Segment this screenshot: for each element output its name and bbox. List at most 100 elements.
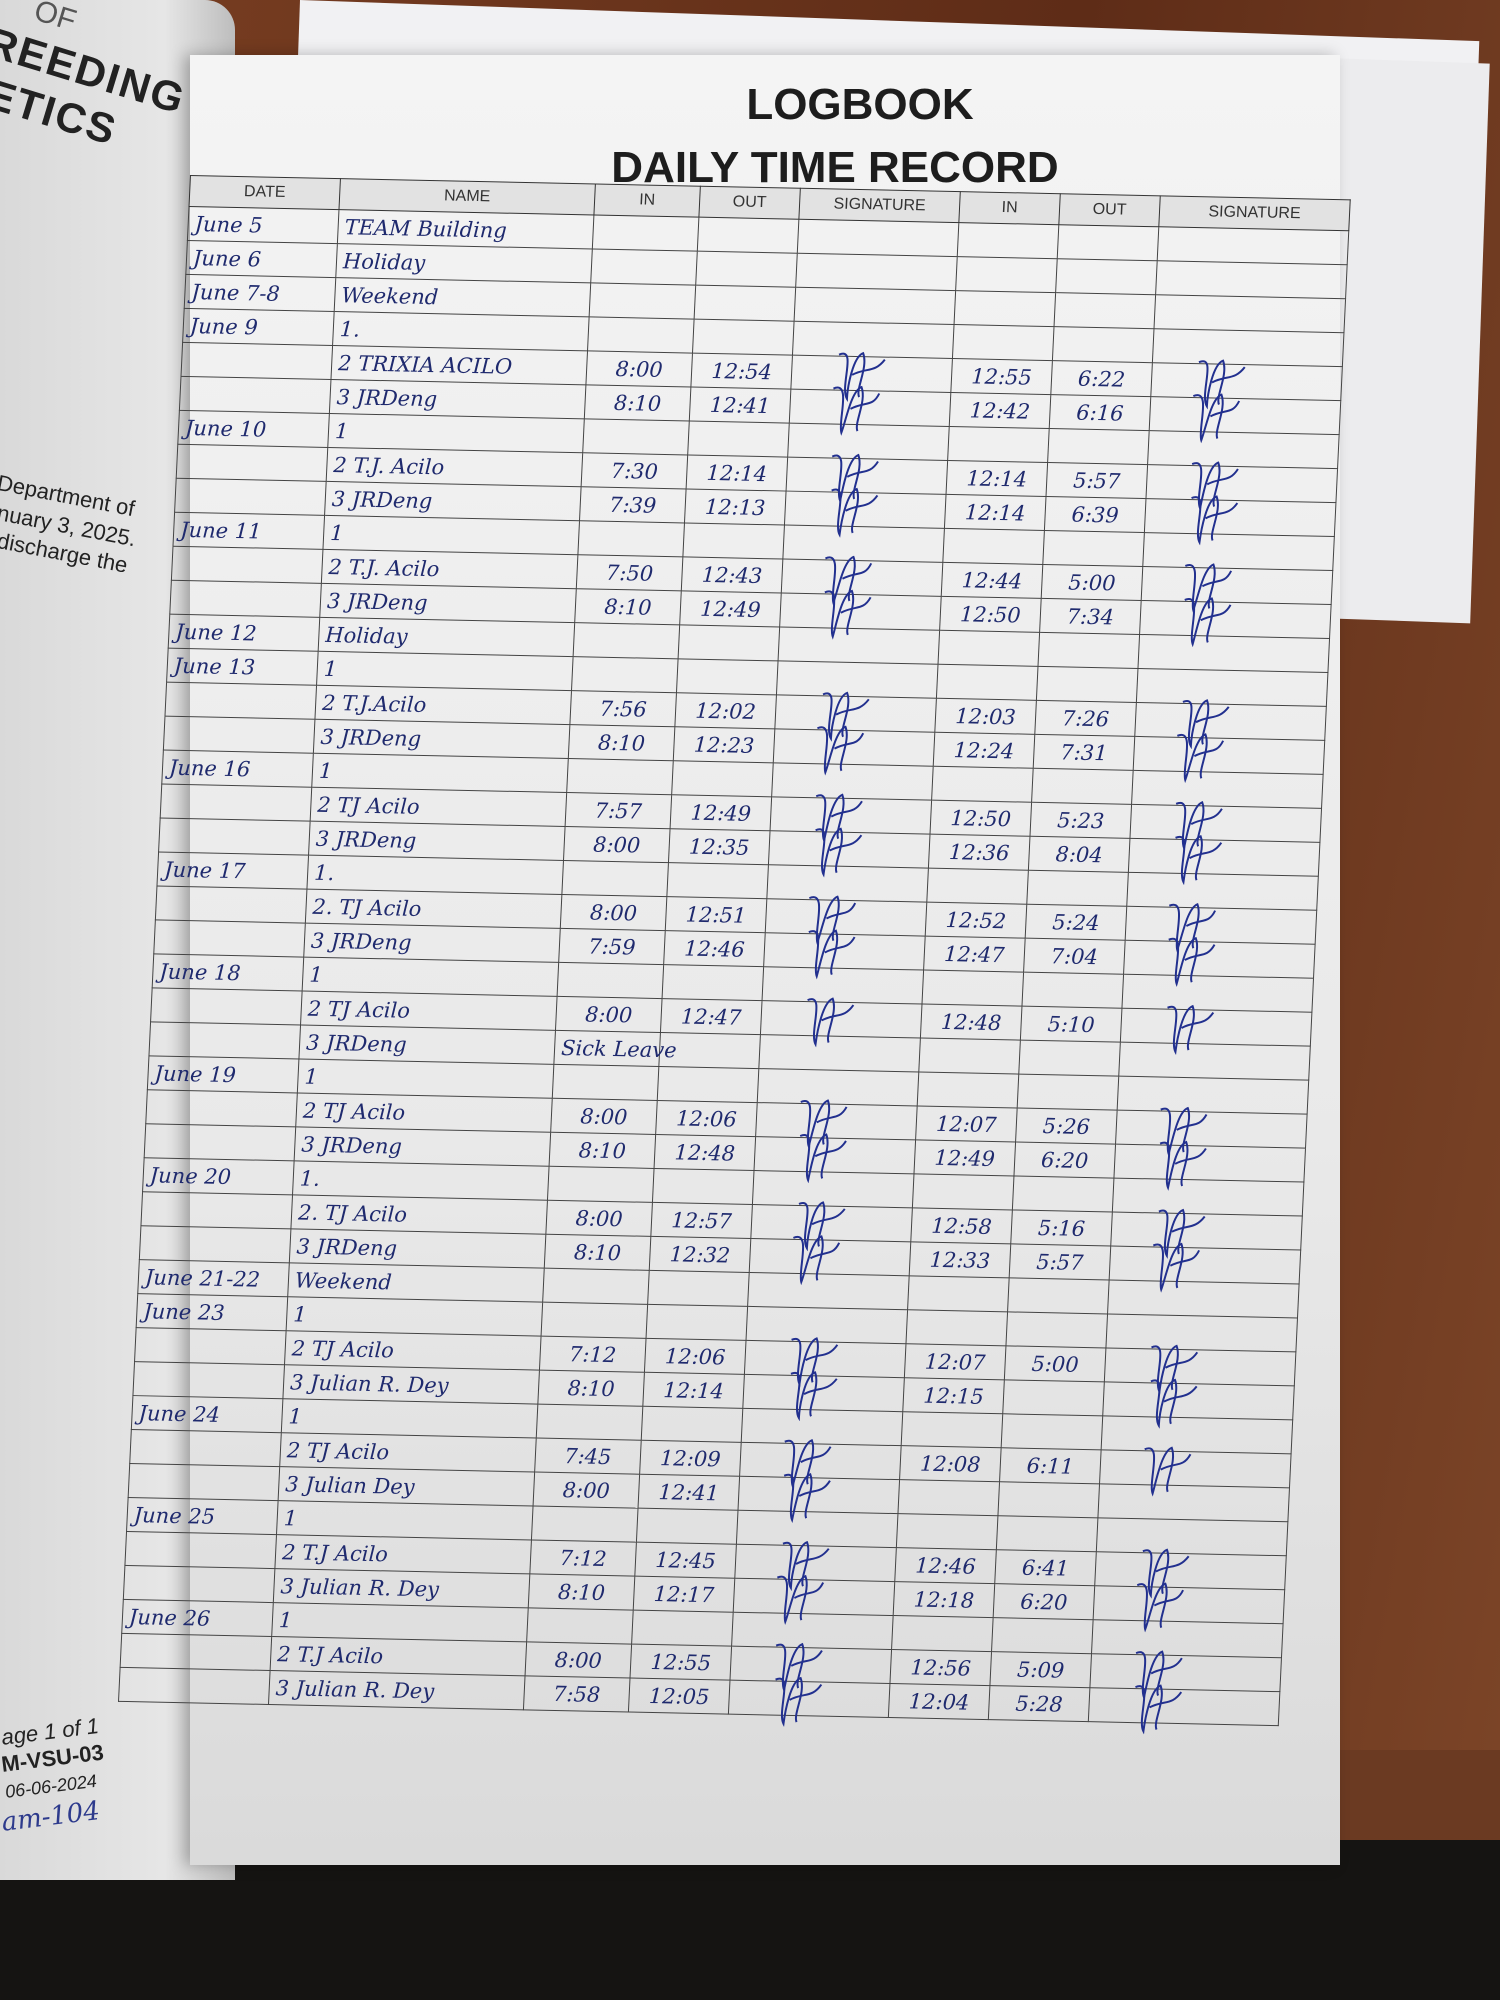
- pm-in-time: [954, 290, 1056, 327]
- am-out-time: [631, 1610, 734, 1647]
- name-cell: 2. TJ Acilo: [305, 889, 562, 929]
- am-signature-cell: [747, 1272, 910, 1310]
- name-cell: 1: [311, 753, 569, 793]
- am-out-time: [695, 251, 798, 288]
- pm-out-time: 6:20: [993, 1583, 1095, 1620]
- pm-in-time: 12:52: [925, 902, 1027, 939]
- pm-signature-cell: [1150, 359, 1343, 410]
- pm-signature-cell: [1139, 597, 1332, 648]
- date-cell: June 23: [136, 1293, 288, 1331]
- pm-out-time: [996, 1515, 1098, 1552]
- name-cell: 3 JRDeng: [324, 481, 582, 521]
- date-cell: [134, 1327, 287, 1365]
- pm-in-time: 12:55: [950, 358, 1053, 395]
- table-row: 3 JRDeng 8:10 12:49 12:50 7:34: [169, 580, 1332, 648]
- name-cell: 3 JRDeng: [289, 1228, 546, 1269]
- pm-out-time: 5:16: [1010, 1209, 1113, 1247]
- am-signature-cell: [779, 589, 942, 640]
- handwritten-signature: [824, 589, 872, 640]
- am-out-time: 12:06: [655, 1100, 758, 1137]
- am-out-time: [676, 658, 779, 695]
- am-signature-cell: [733, 1574, 895, 1625]
- am-out-time: [697, 217, 799, 254]
- am-signature-cell: [774, 691, 937, 742]
- date-cell: [140, 1191, 293, 1229]
- pm-in-time: 12:56: [889, 1649, 992, 1686]
- handwritten-signature: [799, 1133, 847, 1184]
- am-out-time: 12:35: [668, 828, 771, 865]
- handwritten-signature: [1144, 1446, 1192, 1497]
- name-cell: 2 TJ Acilo: [310, 787, 567, 827]
- pm-in-time: 12:47: [923, 936, 1026, 973]
- pm-signature-cell: [1155, 260, 1348, 299]
- am-signature-cell: [773, 725, 935, 776]
- pm-out-time: [1018, 1040, 1121, 1077]
- am-out-time: [647, 1270, 750, 1307]
- name-cell: 3 Julian R. Dey: [268, 1670, 526, 1710]
- handwritten-signature: [1168, 902, 1217, 954]
- table-row: 3 JRDeng 8:10 12:23 12:24 7:31: [163, 716, 1325, 784]
- am-signature-cell: [763, 929, 926, 980]
- table-row: 3 Julian R. Dey 8:10 12:14 12:15: [132, 1361, 1295, 1429]
- am-in-time: 7:56: [569, 690, 677, 727]
- pm-signature-cell: [1118, 1042, 1311, 1081]
- am-in-time: 7:12: [529, 1539, 637, 1577]
- am-signature-cell: [765, 895, 927, 946]
- am-signature-cell: [754, 1133, 916, 1184]
- table-row: 2 T.J. Acilo 7:50 12:43 12:44 5:00: [171, 546, 1333, 614]
- table-row: 3 Julian R. Dey 7:58 12:05 12:04 5:28: [118, 1667, 1280, 1735]
- pm-in-time: 12:07: [904, 1343, 1006, 1380]
- am-in-time: 8:10: [537, 1370, 645, 1407]
- am-out-time: 12:43: [681, 556, 783, 593]
- pm-signature-cell: [1133, 733, 1325, 784]
- name-cell: 1: [297, 1058, 554, 1099]
- pm-in-time: 12:03: [934, 698, 1037, 735]
- table-row: 2 T.J Acilo 7:12 12:45 12:46 6:41: [124, 1531, 1287, 1599]
- handwritten-signature: [791, 1337, 839, 1388]
- am-signature-cell: [768, 827, 931, 878]
- pm-signature-cell: [1097, 1483, 1290, 1522]
- pm-out-time: [1037, 632, 1140, 669]
- pm-signature-cell: [1120, 1004, 1312, 1056]
- am-in-time: 8:00: [525, 1641, 632, 1679]
- am-out-time: 12:05: [628, 1678, 730, 1715]
- am-out-time: [682, 522, 785, 560]
- table-row: 3 JRDeng 7:59 12:46 12:47 7:04: [153, 919, 1316, 988]
- pm-in-time: 12:18: [893, 1581, 995, 1618]
- date-cell: June 24: [131, 1395, 283, 1433]
- am-out-time: 12:49: [679, 590, 782, 627]
- am-in-time: 8:00: [585, 350, 693, 388]
- am-in-time: [542, 1268, 650, 1305]
- table-row: 2. TJ Acilo 8:00 12:51 12:52 5:24: [155, 885, 1317, 954]
- date-cell: [169, 580, 322, 618]
- column-header-pm-out: OUT: [1058, 193, 1161, 227]
- am-signature-cell: [737, 1472, 900, 1524]
- am-in-time: 7:45: [534, 1438, 642, 1475]
- pm-in-time: [917, 1071, 1019, 1109]
- am-out-time: 12:51: [665, 896, 767, 933]
- pm-out-time: 7:34: [1039, 598, 1142, 635]
- column-header-am-signature: SIGNATURE: [798, 188, 961, 223]
- pm-out-time: 5:24: [1025, 904, 1127, 941]
- am-signature-cell: [781, 555, 943, 606]
- handwritten-signature: [1136, 1582, 1184, 1633]
- am-out-time: 12:48: [654, 1134, 756, 1171]
- name-cell: 3 JRDeng: [319, 583, 577, 623]
- am-signature-cell: [797, 219, 959, 257]
- date-cell: June 25: [126, 1497, 279, 1535]
- handwritten-signature: [782, 1540, 830, 1592]
- date-cell: [144, 1123, 296, 1161]
- am-in-time: 8:10: [549, 1132, 656, 1169]
- name-cell: 1: [302, 957, 559, 997]
- pm-signature-cell: [1137, 634, 1330, 673]
- pm-in-time: 12:24: [933, 732, 1035, 769]
- pm-out-time: 5:23: [1029, 802, 1132, 839]
- pm-in-time: 12:15: [902, 1377, 1005, 1414]
- am-out-time: 12:41: [689, 387, 791, 424]
- am-in-time: 7:58: [523, 1675, 631, 1713]
- handwritten-signature: [831, 453, 879, 504]
- table-row: 2 T.J Acilo 8:00 12:55 12:56 5:09: [120, 1633, 1282, 1701]
- date-cell: June 20: [142, 1157, 295, 1195]
- pm-signature-cell: [1123, 936, 1316, 988]
- date-cell: [132, 1361, 285, 1399]
